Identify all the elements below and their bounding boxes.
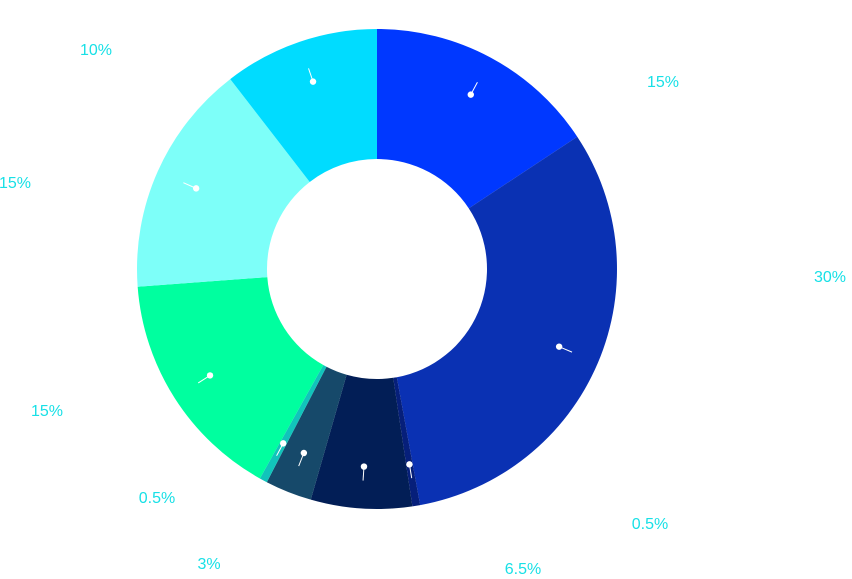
slice-label-8: 15% [0, 175, 31, 192]
slice-label-3: 0.5% [632, 516, 668, 533]
leader-dot-2 [555, 343, 563, 350]
donut-slice-9 [230, 29, 377, 182]
donut-slice-3 [393, 377, 421, 507]
donut-slice-6 [259, 365, 327, 483]
donut-slice-4 [310, 374, 413, 509]
leader-dot-7 [206, 372, 214, 379]
donut-slice-2 [396, 136, 617, 506]
leader-dot-5 [300, 449, 308, 457]
donut-slice-8 [137, 79, 310, 287]
slice-label-5: 3% [197, 556, 220, 573]
leader-dot-3 [406, 461, 413, 468]
donut-slices [137, 29, 617, 509]
slice-label-1: 15% [647, 74, 679, 91]
slice-label-7: 15% [31, 403, 63, 420]
leader-lines [183, 68, 573, 481]
donut-slice-1 [377, 29, 578, 209]
donut-slice-7 [137, 277, 324, 479]
leader-dot-8 [192, 185, 200, 192]
slice-label-9: 10% [80, 42, 112, 59]
slice-labels: 15% 30% 0.5% 6.5% 3% 0.5% 15% 15% 10% [0, 42, 846, 578]
leader-dot-4 [360, 463, 368, 470]
leader-dot-9 [309, 78, 317, 85]
donut-slice-5 [266, 366, 347, 500]
slice-label-4: 6.5% [505, 561, 541, 578]
leader-dot-1 [467, 91, 474, 98]
slice-label-2: 30% [814, 269, 846, 286]
slice-label-6: 0.5% [139, 490, 175, 507]
leader-dot-6 [280, 440, 287, 447]
